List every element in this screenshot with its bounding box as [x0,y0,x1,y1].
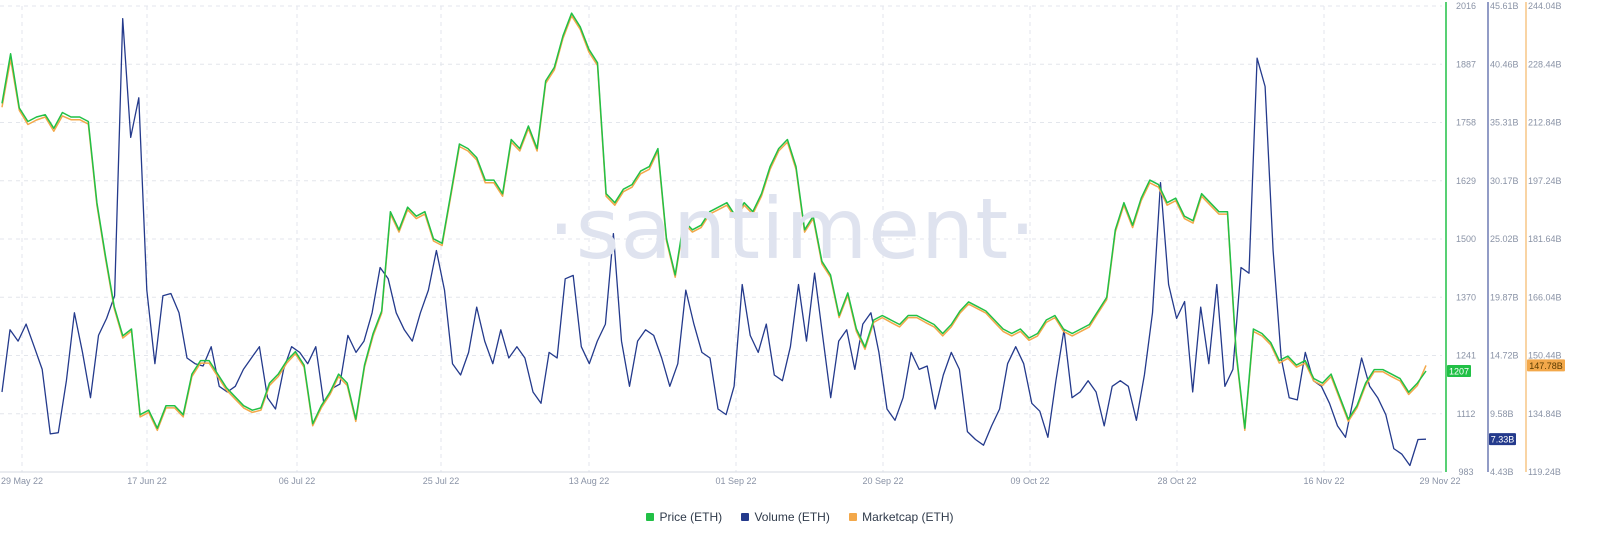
x-axis-tick-label: 29 May 22 [1,476,43,486]
marketcap-axis-tick-label: 134.84B [1528,409,1562,419]
x-axis-tick-label: 01 Sep 22 [715,476,756,486]
legend-swatch-price [646,513,655,521]
x-axis-tick-label: 20 Sep 22 [862,476,903,486]
marketcap-axis-tick-label: 212.84B [1528,118,1562,128]
volume-current-value-label: 7.33B [1491,435,1515,445]
volume-axis-tick-label: 19.87B [1490,292,1519,302]
legend-label-volume: Volume (ETH) [754,510,830,524]
x-axis-tick-label: 28 Oct 22 [1157,476,1196,486]
marketcap-current-value-label: 147.78B [1529,361,1563,371]
volume-axis-tick-label: 14.72B [1490,351,1519,361]
marketcap-current-value-badge [1527,359,1565,372]
chart-legend: Price (ETH) Volume (ETH) Marketcap (ETH) [0,510,1600,524]
volume-axis-tick-label: 30.17B [1490,176,1519,186]
legend-label-marketcap: Marketcap (ETH) [862,510,954,524]
x-axis-tick-label: 13 Aug 22 [569,476,610,486]
series-line-marketcap [1,15,1427,432]
legend-item-marketcap[interactable]: Marketcap (ETH) [849,510,954,524]
legend-swatch-marketcap [849,513,858,521]
legend-item-price[interactable]: Price (ETH) [646,510,722,524]
price-axis-tick-label: 1629 [1456,176,1476,186]
price-axis-tick-label: 1112 [1457,409,1476,419]
price-axis-tick-label: 1500 [1456,234,1476,244]
marketcap-axis-tick-label: 244.04B [1528,1,1562,11]
labels-layer: 2016 45.61B 244.04B 1887 40.46B 228.44B 1758 35… [1,1,1565,486]
marketcap-axis-tick-label: 197.24B [1528,176,1562,186]
axes-layer [0,2,1527,473]
legend-item-volume[interactable]: Volume (ETH) [741,510,830,524]
price-axis-tick-label: 1241 [1456,351,1476,361]
volume-axis-tick-label: 4.43B [1490,467,1514,477]
marketcap-axis-tick-label: 228.44B [1528,59,1562,69]
volume-axis-tick-label: 40.46B [1490,59,1519,69]
marketcap-axis-tick-label: 166.04B [1528,292,1562,302]
volume-current-value-badge [1489,433,1516,446]
price-axis-tick-label: 983 [1458,467,1473,477]
series-line-volume [1,17,1427,467]
price-current-value-label: 1207 [1449,366,1469,376]
volume-axis-tick-label: 45.61B [1490,1,1519,11]
volume-axis-tick-label: 35.31B [1490,118,1519,128]
x-axis-tick-label: 17 Jun 22 [127,476,167,486]
marketcap-axis-tick-label: 119.24B [1528,467,1561,477]
price-axis-tick-label: 1758 [1456,118,1476,128]
x-axis-tick-label: 06 Jul 22 [279,476,316,486]
marketcap-axis-tick-label: 181.64B [1528,234,1562,244]
volume-axis-tick-label: 25.02B [1490,234,1519,244]
legend-swatch-volume [741,513,750,521]
marketcap-axis-tick-label: 150.44B [1528,351,1562,361]
x-axis-tick-label: 29 Nov 22 [1419,476,1460,486]
series-line-price [1,12,1427,429]
price-axis-tick-label: 1370 [1456,292,1476,302]
volume-axis-tick-label: 9.58B [1490,409,1514,419]
x-axis-tick-label: 09 Oct 22 [1010,476,1049,486]
chart-svg: 2016 45.61B 244.04B 1887 40.46B 228.44B 1758 35… [0,1,1565,486]
x-axis-tick-label: 25 Jul 22 [423,476,460,486]
santiment-watermark: ·santiment· [548,180,1037,278]
series-layer [1,12,1427,467]
price-axis-tick-label: 1887 [1456,59,1476,69]
price-axis-tick-label: 2016 [1456,1,1476,11]
price-current-value-badge [1447,364,1471,377]
x-axis-tick-label: 16 Nov 22 [1303,476,1344,486]
legend-label-price: Price (ETH) [659,510,723,524]
